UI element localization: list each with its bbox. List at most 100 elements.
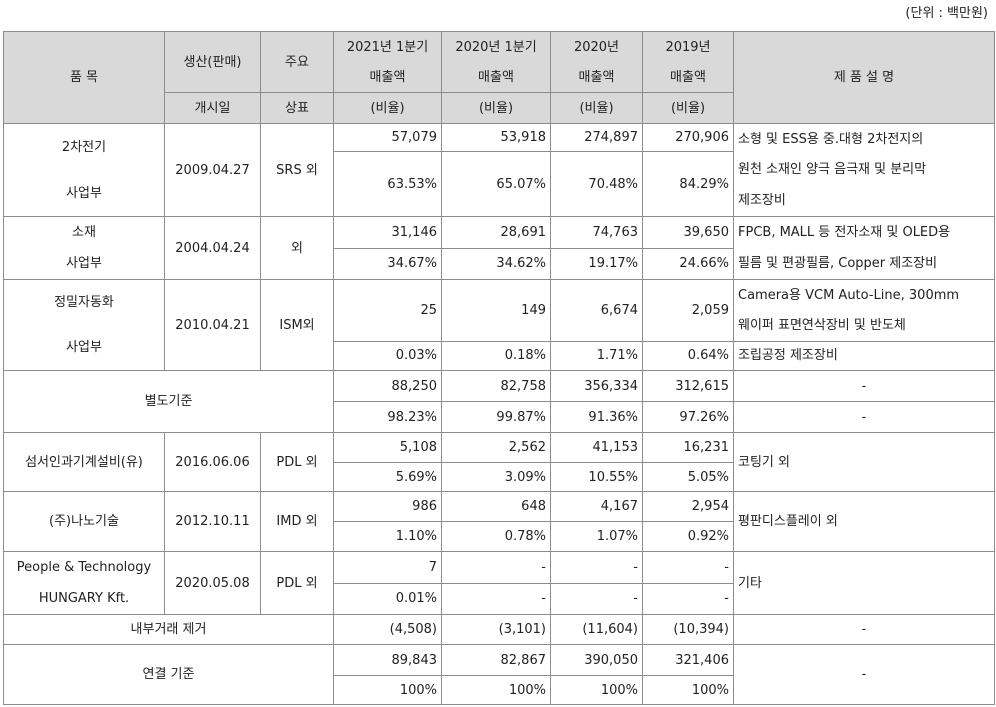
table-row: 섬서인과기계설비(유) 2016.06.06 PDL 외 5,108 2,562… <box>3 432 995 492</box>
sales-value: 648 <box>441 491 551 522</box>
header-brand-top: 주요 <box>260 31 334 93</box>
table-row: 연결 기준 89,843 82,867 390,050 321,406 - <box>3 644 995 705</box>
row-desc: Camera용 VCM Auto-Line, 300mm 웨이퍼 표면연삭장비 및… <box>733 279 995 342</box>
ratio-value: 1.71% <box>550 340 643 372</box>
sales-value: 53,918 <box>441 122 551 153</box>
row-desc: 평판디스플레이 외 <box>733 491 995 552</box>
row-brand: 외 <box>260 216 334 280</box>
table-row: 소재 사업부 2004.04.24 외 31,146 28,691 74,763 … <box>3 216 995 280</box>
sales-value: 88,250 <box>333 370 442 402</box>
ratio-value: 99.87% <box>441 401 551 433</box>
row-brand: ISM외 <box>260 279 334 371</box>
elimination-value: (11,604) <box>550 614 643 645</box>
sales-value: 2,059 <box>642 279 734 342</box>
sales-value: - <box>441 551 551 584</box>
ratio-value: 84.29% <box>642 151 734 217</box>
ratio-value: 19.17% <box>550 247 643 280</box>
row-desc: FPCB, MALL 등 전자소재 및 OLED용 필름 및 편광필름, Copp… <box>733 216 995 280</box>
ratio-value: 91.36% <box>550 401 643 433</box>
header-start-bottom: 개시일 <box>164 92 261 124</box>
sales-value: 16,231 <box>642 432 734 463</box>
ratio-value: 65.07% <box>441 151 551 217</box>
ratio-value: 34.62% <box>441 247 551 280</box>
row-date: 2016.06.06 <box>164 432 261 492</box>
sales-value: 82,867 <box>441 644 551 676</box>
elimination-value: (4,508) <box>333 614 442 645</box>
table-row: 2차전기 사업부 2009.04.27 SRS 외 57,079 53,918 2… <box>3 122 995 217</box>
header-2020: 2020년 <box>550 31 643 63</box>
sales-value: 7 <box>333 551 442 584</box>
sales-value: 274,897 <box>550 122 643 153</box>
ratio-value: 63.53% <box>333 151 442 217</box>
elimination-label: 내부거래 제거 <box>3 614 334 645</box>
ratio-value: 5.05% <box>642 462 734 492</box>
sales-value: 31,146 <box>333 216 442 249</box>
ratio-value: 100% <box>333 675 442 705</box>
elimination-value: (10,394) <box>642 614 734 645</box>
ratio-value: 0.64% <box>642 340 734 372</box>
sales-value: - <box>642 551 734 584</box>
header-item: 품 목 <box>3 31 165 124</box>
sales-value: 4,167 <box>550 491 643 522</box>
ratio-value: 100% <box>441 675 551 705</box>
row-desc: 기타 <box>733 551 995 615</box>
row-desc: - <box>733 370 995 402</box>
sales-value: 321,406 <box>642 644 734 676</box>
table-row: 정밀자동화 사업부 2010.04.21 ISM외 25 149 6,674 2,… <box>3 279 995 371</box>
sales-value: 25 <box>333 279 442 342</box>
ratio-value: 0.78% <box>441 521 551 552</box>
header-sales: 매출액 <box>642 62 734 93</box>
ratio-value: 10.55% <box>550 462 643 492</box>
table-row: (주)나노기술 2012.10.11 IMD 외 986 648 4,167 2… <box>3 491 995 552</box>
header-2020q1: 2020년 1분기 <box>441 31 551 63</box>
row-date: 2004.04.24 <box>164 216 261 280</box>
header-row-1: 품 목 생산(판매) 주요 2021년 1분기 2020년 1분기 2020년 … <box>3 31 995 124</box>
row-item: People & Technology HUNGARY Kft. <box>3 551 165 615</box>
row-desc: - <box>733 401 995 433</box>
header-2021q1: 2021년 1분기 <box>333 31 442 63</box>
ratio-value: - <box>642 582 734 615</box>
sales-value: 28,691 <box>441 216 551 249</box>
row-item: (주)나노기술 <box>3 491 165 552</box>
header-row-2: 매출액 매출액 매출액 매출액 <box>4 62 995 93</box>
sales-value: 57,079 <box>333 122 442 153</box>
ratio-value: 1.10% <box>333 521 442 552</box>
ratio-value: 1.07% <box>550 521 643 552</box>
table-row: 100% 100% 100% 100% <box>4 675 995 705</box>
row-desc: 코팅기 외 <box>733 432 995 492</box>
table-row: 별도기준 88,250 82,758 356,334 312,615 - <box>3 370 995 433</box>
elimination-value: (3,101) <box>441 614 551 645</box>
row-item: 소재 사업부 <box>3 216 165 280</box>
row-item: 섬서인과기계설비(유) <box>3 432 165 492</box>
sales-value: 270,906 <box>642 122 734 153</box>
table-row: 0.01% - - - <box>4 582 995 615</box>
sales-value: 312,615 <box>642 370 734 402</box>
row-item: 2차전기 사업부 <box>3 123 165 217</box>
consolidated-label: 연결 기준 <box>3 644 334 705</box>
row-date: 2020.05.08 <box>164 551 261 615</box>
row-desc: - <box>733 614 995 645</box>
row-desc: - <box>733 644 995 705</box>
row-desc-cont: 조립공정 제조장비 <box>733 340 995 372</box>
row-brand: IMD 외 <box>260 491 334 552</box>
sales-value: 390,050 <box>550 644 643 676</box>
header-ratio: (비율) <box>642 92 734 124</box>
sales-value: 39,650 <box>642 216 734 249</box>
ratio-value: - <box>550 582 643 615</box>
sales-value: 6,674 <box>550 279 643 342</box>
header-ratio: (비율) <box>550 92 643 124</box>
ratio-value: 100% <box>550 675 643 705</box>
sales-value: 2,954 <box>642 491 734 522</box>
header-sales: 매출액 <box>441 62 551 93</box>
table-row: People & Technology HUNGARY Kft. 2020.05.… <box>3 551 995 615</box>
table-row: 0.03% 0.18% 1.71% 0.64% 조립공정 제조장비 <box>4 340 995 372</box>
ratio-value: 0.18% <box>441 340 551 372</box>
header-sales: 매출액 <box>550 62 643 93</box>
row-date: 2009.04.27 <box>164 123 261 217</box>
header-ratio: (비율) <box>441 92 551 124</box>
sales-table: 품 목 생산(판매) 주요 2021년 1분기 2020년 1분기 2020년 … <box>3 31 995 705</box>
ratio-value: 34.67% <box>333 247 442 280</box>
sales-value: 986 <box>333 491 442 522</box>
header-brand-bottom: 상표 <box>260 92 334 124</box>
sales-value: 41,153 <box>550 432 643 463</box>
